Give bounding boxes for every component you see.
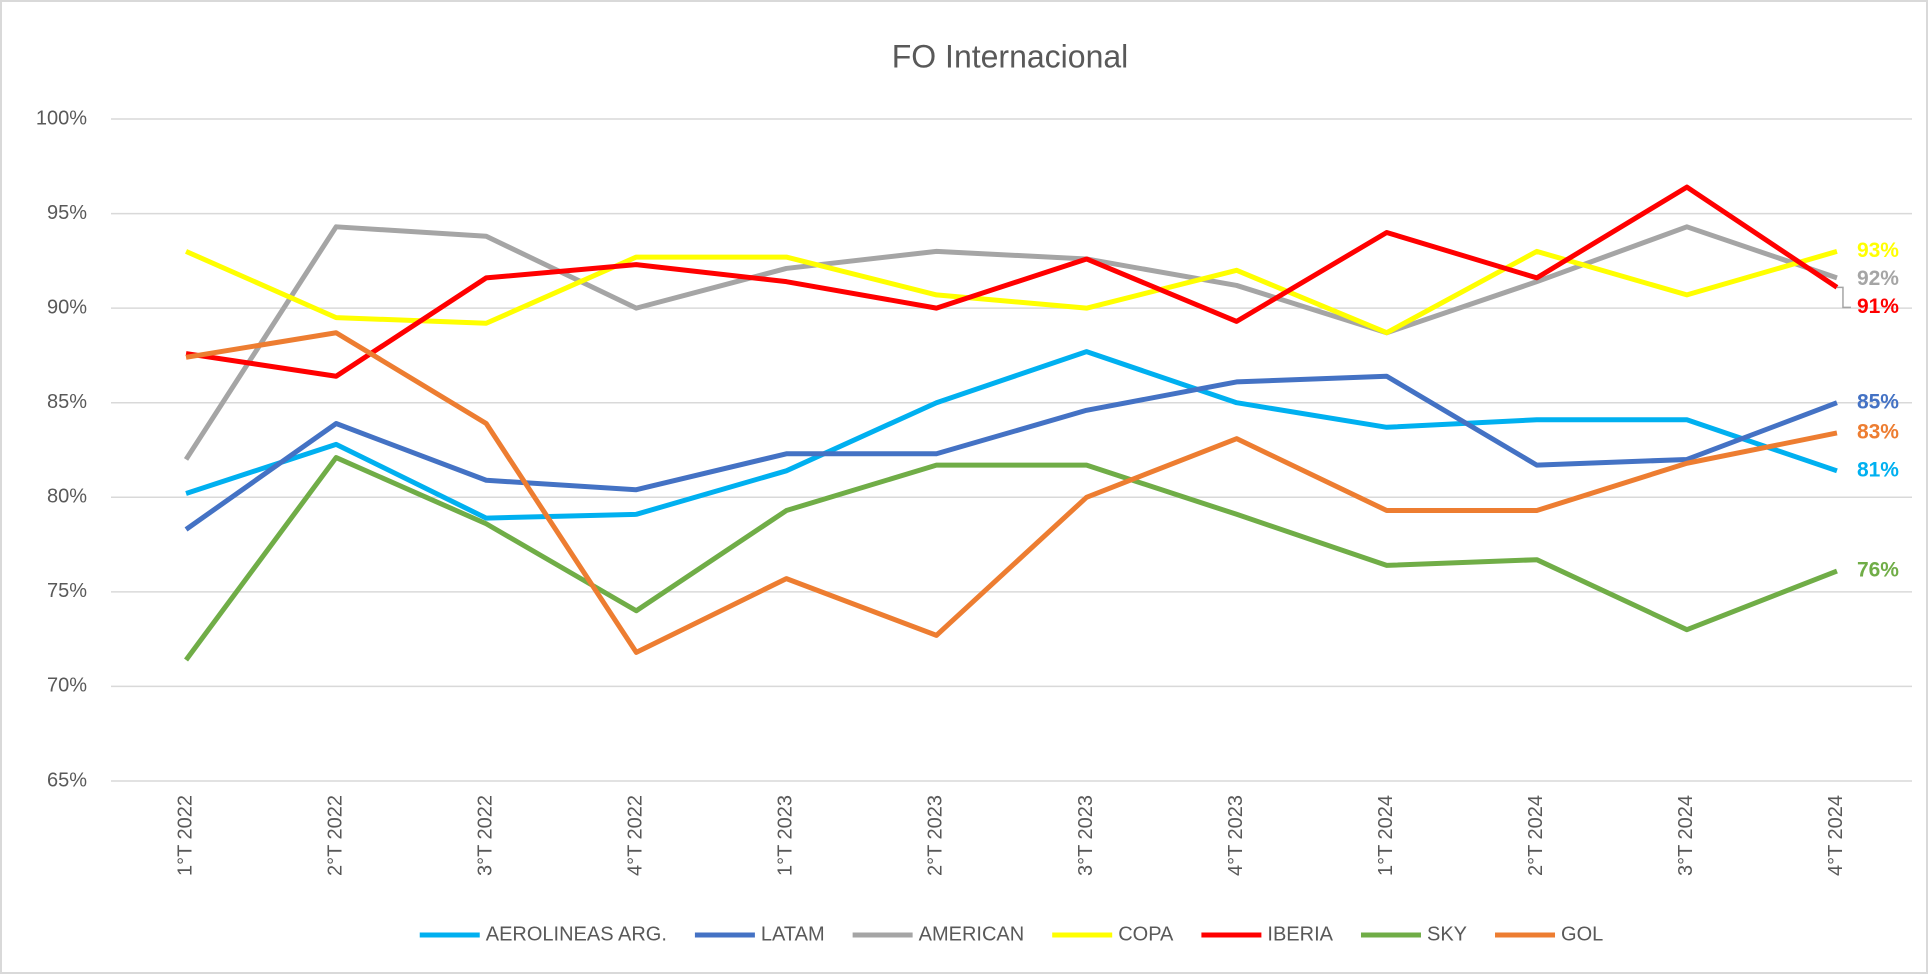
x-tick-label: 1°T 2022	[174, 795, 196, 876]
leader-line	[1836, 286, 1851, 309]
series-line	[183, 224, 1838, 461]
legend-label: IBERIA	[1267, 923, 1333, 945]
series-line	[185, 248, 1838, 336]
legend: AEROLINEAS ARG. LATAM AMERICAN COPA IBERIA SK…	[419, 923, 1603, 945]
x-tick-label: 3°T 2024	[1675, 795, 1697, 876]
y-tick-label: 65%	[47, 769, 87, 791]
y-tick-label: 85%	[47, 391, 87, 413]
x-tick-label: 4°T 2022	[625, 795, 647, 876]
legend-label: GOL	[1561, 923, 1603, 945]
data-label: 76%	[1857, 559, 1899, 582]
legend-label: AEROLINEAS ARG.	[486, 923, 667, 945]
x-tick-label: 2°T 2023	[925, 795, 947, 876]
series-line	[184, 455, 1838, 662]
x-tick-label: 4°T 2023	[1225, 795, 1247, 876]
x-tick-label: 4°T 2024	[1825, 795, 1847, 876]
y-tick-label: 70%	[47, 675, 87, 697]
series-line	[185, 184, 1839, 379]
data-label: 91%	[1857, 295, 1899, 318]
data-label: 83%	[1857, 421, 1899, 444]
data-label: 85%	[1857, 390, 1899, 413]
series-line	[185, 349, 1838, 521]
data-label: 81%	[1857, 458, 1899, 481]
series-line	[185, 330, 1838, 655]
data-label: 93%	[1857, 239, 1899, 262]
x-tick-label: 1°T 2023	[775, 795, 797, 876]
x-tick-label: 1°T 2024	[1375, 795, 1397, 876]
y-tick-label: 95%	[47, 202, 87, 224]
legend-label: COPA	[1118, 923, 1174, 945]
x-tick-label: 3°T 2023	[1075, 795, 1097, 876]
legend-label: SKY	[1427, 923, 1467, 945]
x-tick-label: 2°T 2022	[324, 795, 346, 876]
y-tick-label: 100%	[36, 107, 87, 129]
x-tick-label: 3°T 2022	[474, 795, 496, 876]
series-line	[184, 373, 1838, 532]
x-tick-label: 2°T 2024	[1525, 795, 1547, 876]
data-label: 92%	[1857, 267, 1899, 290]
y-tick-label: 80%	[47, 486, 87, 508]
chart-title: FO Internacional	[892, 38, 1129, 74]
y-tick-label: 75%	[47, 580, 87, 602]
y-tick-label: 90%	[47, 296, 87, 318]
legend-label: LATAM	[761, 923, 825, 945]
legend-label: AMERICAN	[919, 923, 1025, 945]
